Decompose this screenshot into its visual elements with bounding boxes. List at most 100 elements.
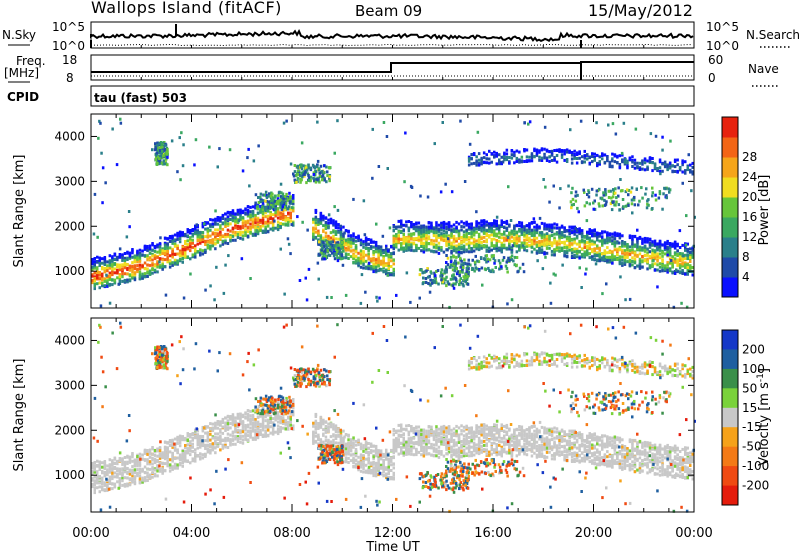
power-echo: [312, 173, 316, 176]
power-echo: [587, 191, 591, 195]
power-echo: [91, 281, 94, 285]
power-echo: [503, 151, 506, 155]
power-echo: [590, 187, 594, 191]
power-echo: [288, 205, 291, 209]
power-echo: [216, 240, 220, 244]
power-echo: [420, 229, 423, 232]
power-echo: [116, 258, 119, 262]
power-echo: [400, 229, 403, 233]
power-echo: [658, 248, 662, 252]
power-echo: [583, 250, 586, 254]
power-echo: [266, 224, 270, 228]
power-echo: [495, 244, 498, 248]
power-echo: [339, 235, 343, 239]
power-echo: [510, 156, 514, 160]
power-echo: [214, 221, 217, 225]
power-echo: [224, 235, 227, 239]
power-echo: [455, 255, 458, 259]
power-echo: [462, 275, 465, 279]
power-echo: [189, 229, 192, 232]
power-echo: [575, 151, 579, 155]
velocity-echo: [91, 485, 94, 489]
power-echo: [498, 162, 501, 166]
power-echo: [214, 209, 217, 213]
power-echo: [631, 259, 634, 263]
power-echo: [669, 259, 673, 262]
power-echo: [234, 233, 237, 237]
power-echo: [587, 189, 590, 193]
velocity-echo: [93, 475, 96, 479]
power-echo: [206, 227, 210, 231]
power-echo: [151, 263, 154, 267]
power-echo: [549, 301, 553, 305]
power-echo: [158, 260, 161, 264]
nsky-tick-hi: 10^5: [52, 20, 85, 34]
power-echo: [196, 242, 199, 246]
power-echo: [98, 271, 101, 274]
power-echo: [226, 228, 230, 232]
power-echo: [440, 234, 443, 238]
power-echo: [455, 230, 458, 234]
power-echo: [194, 255, 197, 259]
power-echo: [322, 216, 325, 220]
power-echo: [379, 262, 383, 266]
power-echo: [548, 224, 551, 228]
power-echo: [163, 162, 166, 166]
power-echo: [123, 266, 127, 270]
power-echo: [106, 266, 109, 270]
power-echo: [148, 251, 152, 255]
power-echo: [160, 161, 163, 165]
power-echo: [472, 232, 476, 236]
power-echo: [113, 257, 117, 261]
power-echo: [330, 240, 333, 244]
power-echo: [400, 223, 403, 227]
power-echo: [234, 217, 237, 221]
power-echo: [628, 297, 632, 301]
power-echo: [405, 243, 408, 247]
power-echo: [442, 234, 446, 238]
power-echo: [445, 230, 448, 234]
power-echo: [575, 234, 579, 238]
power-echo: [216, 165, 219, 169]
power-echo: [430, 241, 433, 245]
power-echo: [410, 232, 413, 236]
power-echo: [163, 252, 167, 255]
power-echo: [379, 249, 382, 253]
velocity-echo: [93, 481, 96, 484]
power-echo: [133, 267, 137, 271]
power-echo: [678, 270, 682, 274]
power-echo: [477, 228, 481, 231]
power-echo: [575, 242, 579, 246]
power-echo: [364, 259, 368, 263]
power-echo: [445, 237, 448, 241]
power-echo: [422, 230, 426, 234]
power-echo: [515, 230, 519, 234]
power-echo: [449, 263, 453, 267]
power-echo: [533, 247, 536, 251]
power-echo: [231, 217, 235, 221]
power-echo: [256, 223, 260, 227]
power-echo: [591, 250, 594, 254]
power-echo: [259, 220, 262, 224]
power-echo: [638, 235, 642, 239]
power-echo: [254, 221, 257, 225]
power-echo: [344, 252, 348, 256]
power-echo: [446, 237, 450, 241]
power-echo: [168, 254, 172, 258]
power-echo: [490, 152, 493, 156]
power-echo: [648, 159, 652, 163]
power-echo: [417, 225, 421, 229]
velocity-echo: [93, 464, 96, 468]
power-echo: [570, 203, 574, 207]
power-echo: [234, 230, 237, 234]
power-echo: [241, 226, 245, 230]
power-echo: [359, 259, 363, 263]
power-echo: [372, 262, 375, 266]
power-echo: [334, 223, 338, 227]
power-echo: [565, 148, 569, 152]
power-echo: [656, 257, 659, 261]
cpid-strip-frame: [90, 85, 695, 107]
power-echo: [666, 249, 669, 253]
power-echo: [234, 226, 237, 230]
power-echo: [653, 262, 657, 266]
